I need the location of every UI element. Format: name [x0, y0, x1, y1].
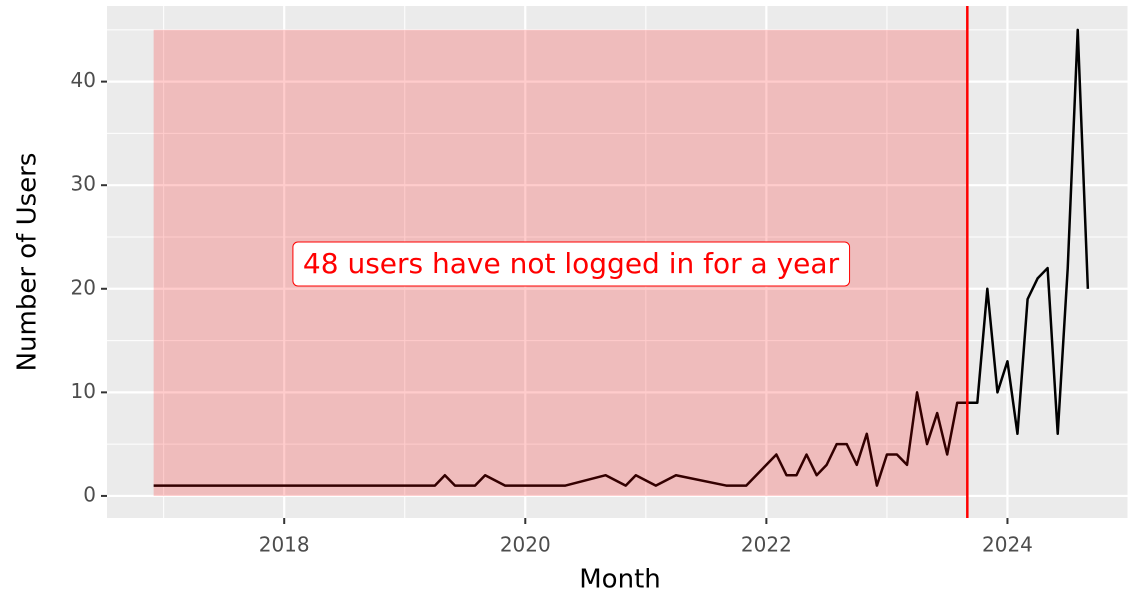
x-axis-title: Month — [579, 565, 661, 595]
x-tick-label: 2020 — [500, 533, 551, 557]
y-tick-label: 10 — [71, 379, 96, 403]
y-tick-label: 40 — [71, 68, 96, 92]
y-tick-label: 0 — [83, 482, 96, 506]
annotation-text: 48 users have not logged in for a year — [303, 247, 840, 280]
annotation: 48 users have not logged in for a year — [292, 241, 851, 287]
x-tick-label: 2024 — [982, 533, 1033, 557]
x-tick-label: 2022 — [741, 533, 792, 557]
data-line — [153, 28, 1090, 487]
y-tick-label: 30 — [71, 172, 96, 196]
y-axis-title: Number of Users — [13, 153, 43, 372]
x-tick-label: 2018 — [259, 533, 310, 557]
annotation-box — [292, 241, 851, 287]
y-tick-label: 20 — [71, 275, 96, 299]
